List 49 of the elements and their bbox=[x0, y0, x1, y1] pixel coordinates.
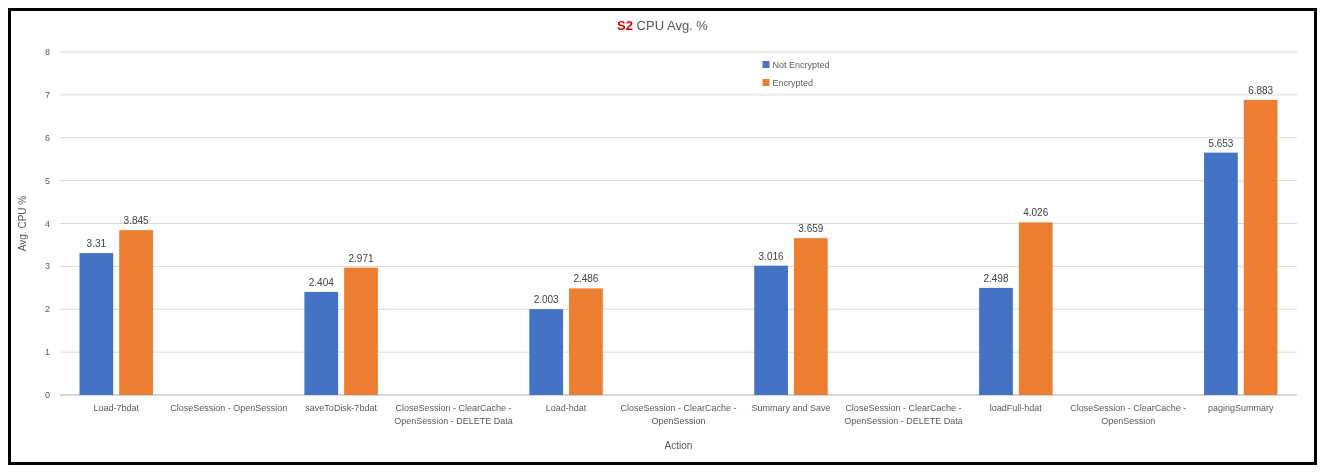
y-tick-label: 0 bbox=[44, 390, 50, 400]
legend-label: Not Encrypted bbox=[772, 60, 830, 70]
bar bbox=[1204, 152, 1238, 395]
x-tick-label: CloseSession - ClearCache - OpenSession bbox=[1070, 403, 1187, 426]
x-tick-label: CloseSession - ClearCache - OpenSession bbox=[620, 403, 737, 426]
bar bbox=[119, 230, 153, 395]
x-tick-label: pagingSummary bbox=[1208, 403, 1275, 413]
data-label: 2.003 bbox=[533, 294, 560, 306]
legend-label: Encrypted bbox=[772, 78, 814, 88]
x-tick-label: CloseSession - ClearCache - OpenSession - DELETE Data bbox=[844, 403, 963, 426]
y-tick-label: 7 bbox=[44, 89, 50, 100]
x-tick-label: Load-hdat bbox=[545, 403, 587, 413]
y-tick-label: 1 bbox=[44, 347, 50, 358]
bar bbox=[529, 309, 564, 395]
bar bbox=[979, 287, 1013, 395]
data-label: 6.883 bbox=[1248, 84, 1274, 96]
chart-title: S2 CPU Avg. % bbox=[617, 18, 709, 33]
bar bbox=[344, 267, 378, 395]
x-tick-label: loadFull-hdat bbox=[989, 403, 1043, 413]
data-label: 2.404 bbox=[308, 276, 335, 288]
data-label: 3.31 bbox=[86, 238, 107, 250]
x-axis-title: Action bbox=[664, 440, 693, 451]
data-label: 3.845 bbox=[123, 215, 150, 227]
x-tick-label: saveToDisk-7bdat bbox=[305, 403, 378, 413]
data-label: 3.659 bbox=[798, 223, 824, 235]
y-tick-label: 2 bbox=[44, 304, 50, 315]
x-tick-label: CloseSession - ClearCache - OpenSession - DELETE Data bbox=[394, 403, 513, 426]
x-tick-label: Summary and Save bbox=[751, 403, 831, 413]
data-label: 2.971 bbox=[348, 252, 374, 264]
bar bbox=[79, 253, 114, 395]
y-tick-label: 8 bbox=[44, 47, 50, 57]
bar bbox=[754, 265, 788, 395]
data-label: 4.026 bbox=[1023, 207, 1049, 219]
bar bbox=[1018, 222, 1053, 395]
y-tick-label: 6 bbox=[44, 132, 50, 143]
data-label: 5.653 bbox=[1208, 137, 1234, 149]
data-label: 2.498 bbox=[983, 272, 1009, 284]
y-tick-label: 4 bbox=[44, 218, 50, 229]
bar bbox=[304, 291, 339, 395]
y-tick-label: 5 bbox=[44, 175, 50, 186]
bar bbox=[569, 288, 603, 395]
data-label: 3.016 bbox=[758, 250, 785, 262]
y-tick-label: 3 bbox=[44, 261, 50, 272]
x-tick-label: Load-7bdat bbox=[93, 403, 140, 413]
y-axis-title: Avg. CPU % bbox=[17, 195, 28, 252]
bar bbox=[793, 238, 828, 395]
data-label: 2.486 bbox=[573, 273, 599, 285]
x-tick-label: CloseSession - OpenSession bbox=[170, 403, 288, 413]
bar bbox=[1243, 99, 1278, 395]
